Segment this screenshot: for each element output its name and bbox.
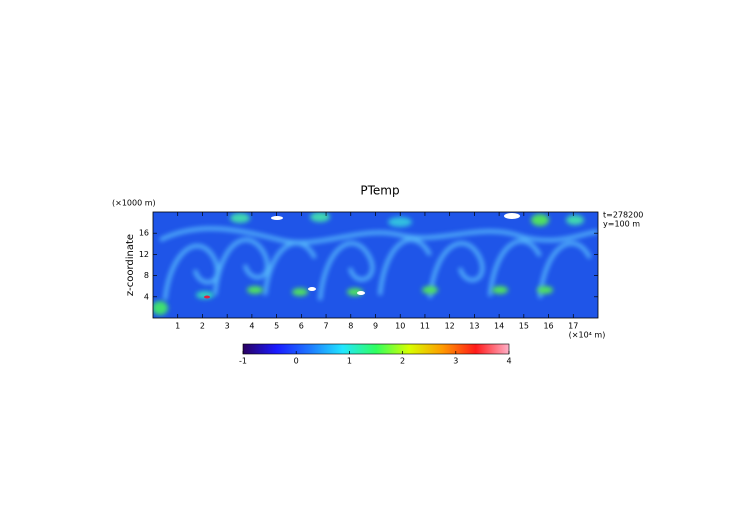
colorbar-tick-label: -1 (239, 357, 247, 366)
y-tick-label: 12 (139, 250, 149, 259)
y-tick-label: 4 (144, 292, 149, 301)
x-tick-label: 9 (373, 322, 378, 331)
x-tick-label: 14 (494, 322, 504, 331)
y-tick-label: 8 (144, 271, 149, 280)
x-tick-label: 1 (175, 322, 180, 331)
field (153, 212, 598, 318)
x-tick-label: 7 (324, 322, 329, 331)
x-tick-label: 15 (519, 322, 529, 331)
y-tick-label: 16 (139, 229, 149, 238)
colorbar (242, 343, 510, 355)
x-tick-label: 16 (543, 322, 553, 331)
x-tick-label: 13 (469, 322, 479, 331)
x-tick-label: 12 (445, 322, 455, 331)
x-tick-label: 3 (225, 322, 230, 331)
chart-title: PTemp (360, 184, 399, 198)
x-tick-label: 4 (249, 322, 254, 331)
colorbar-tick-label: 0 (294, 357, 299, 366)
colorbar-tick-label: 1 (347, 357, 352, 366)
annotation: t=278200 (603, 211, 643, 220)
x-tick-label: 6 (299, 322, 304, 331)
colorbar-tick-label: 4 (506, 357, 511, 366)
x-unit-label: (×10⁴ m) (569, 331, 606, 340)
x-tick-label: 5 (274, 322, 279, 331)
x-tick-label: 11 (420, 322, 430, 331)
colorbar-tick-label: 2 (400, 357, 405, 366)
x-tick-label: 10 (395, 322, 405, 331)
annotation: y=100 m (603, 220, 640, 229)
colorbar-tick-label: 3 (453, 357, 458, 366)
x-tick-label: 17 (568, 322, 578, 331)
y-axis-label: z-coordinate (125, 234, 136, 296)
x-tick-label: 8 (348, 322, 353, 331)
x-tick-label: 2 (200, 322, 205, 331)
y-unit-label: (×1000 m) (112, 199, 156, 208)
